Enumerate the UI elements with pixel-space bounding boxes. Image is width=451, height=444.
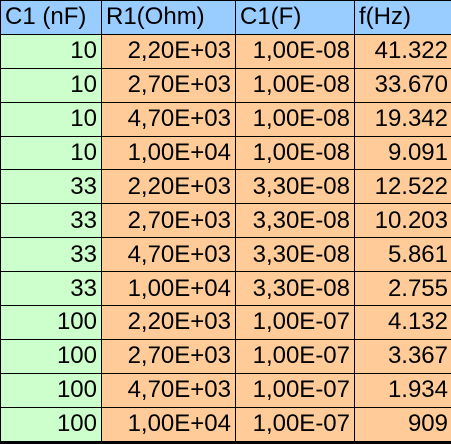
- table-cell-c1-nf[interactable]: 10: [1, 68, 101, 102]
- table-cell-r1-ohm[interactable]: 2,70E+03: [102, 204, 235, 238]
- table-cell-c1-f[interactable]: 3,30E-08: [236, 170, 354, 204]
- table-cell-f-hz[interactable]: 3.367: [355, 339, 451, 373]
- table-cell-c1-f[interactable]: 1,00E-07: [236, 373, 354, 407]
- header-cell-c1-f[interactable]: C1(F): [236, 1, 354, 34]
- table-cell-f-hz[interactable]: 41.322: [355, 34, 451, 68]
- table-cell-c1-nf[interactable]: 10: [1, 102, 101, 136]
- table-cell-c1-f[interactable]: 3,30E-08: [236, 238, 354, 272]
- table-cell-f-hz[interactable]: 12.522: [355, 170, 451, 204]
- table-cell-r1-ohm[interactable]: 4,70E+03: [102, 102, 235, 136]
- header-cell-r1-ohm[interactable]: R1(Ohm): [102, 1, 235, 34]
- table-cell-f-hz[interactable]: 5.861: [355, 238, 451, 272]
- table-cell-r1-ohm[interactable]: 1,00E+04: [102, 407, 235, 441]
- table-cell-c1-nf[interactable]: 100: [1, 306, 101, 339]
- table-cell-c1-nf[interactable]: 33: [1, 238, 101, 272]
- header-cell-f-hz[interactable]: f(Hz): [355, 1, 451, 34]
- table-cell-c1-f[interactable]: 1,00E-07: [236, 407, 354, 441]
- table-cell-r1-ohm[interactable]: 4,70E+03: [102, 238, 235, 272]
- table-cell-c1-f[interactable]: 1,00E-08: [236, 102, 354, 136]
- table-cell-c1-nf[interactable]: 33: [1, 204, 101, 238]
- table-cell-f-hz[interactable]: 9.091: [355, 136, 451, 170]
- header-cell-c1-nf[interactable]: C1 (nF): [1, 1, 101, 34]
- table-cell-f-hz[interactable]: 4.132: [355, 306, 451, 339]
- table-cell-c1-f[interactable]: 3,30E-08: [236, 272, 354, 306]
- table-cell-c1-f[interactable]: 1,00E-07: [236, 306, 354, 339]
- table-cell-c1-nf[interactable]: 10: [1, 34, 101, 68]
- table-cell-r1-ohm[interactable]: 2,20E+03: [102, 306, 235, 339]
- table-cell-c1-f[interactable]: 1,00E-08: [236, 136, 354, 170]
- table-cell-f-hz[interactable]: 909: [355, 407, 451, 441]
- table-cell-f-hz[interactable]: 10.203: [355, 204, 451, 238]
- table-cell-c1-nf[interactable]: 33: [1, 170, 101, 204]
- table-cell-c1-nf[interactable]: 100: [1, 339, 101, 373]
- table-cell-r1-ohm[interactable]: 2,70E+03: [102, 68, 235, 102]
- table-cell-r1-ohm[interactable]: 2,20E+03: [102, 34, 235, 68]
- table-cell-r1-ohm[interactable]: 1,00E+04: [102, 136, 235, 170]
- table-cell-f-hz[interactable]: 33.670: [355, 68, 451, 102]
- table-cell-f-hz[interactable]: 1.934: [355, 373, 451, 407]
- table-cell-c1-nf[interactable]: 100: [1, 407, 101, 441]
- table-cell-c1-f[interactable]: 1,00E-08: [236, 68, 354, 102]
- table-cell-f-hz[interactable]: 19.342: [355, 102, 451, 136]
- table-cell-r1-ohm[interactable]: 4,70E+03: [102, 373, 235, 407]
- table-cell-f-hz[interactable]: 2.755: [355, 272, 451, 306]
- table-cell-c1-f[interactable]: 1,00E-08: [236, 34, 354, 68]
- table-cell-c1-nf[interactable]: 33: [1, 272, 101, 306]
- table-cell-r1-ohm[interactable]: 2,70E+03: [102, 339, 235, 373]
- table-cell-c1-nf[interactable]: 10: [1, 136, 101, 170]
- table-cell-c1-f[interactable]: 3,30E-08: [236, 204, 354, 238]
- table-cell-c1-f[interactable]: 1,00E-07: [236, 339, 354, 373]
- table-cell-r1-ohm[interactable]: 1,00E+04: [102, 272, 235, 306]
- table-cell-r1-ohm[interactable]: 2,20E+03: [102, 170, 235, 204]
- table-cell-c1-nf[interactable]: 100: [1, 373, 101, 407]
